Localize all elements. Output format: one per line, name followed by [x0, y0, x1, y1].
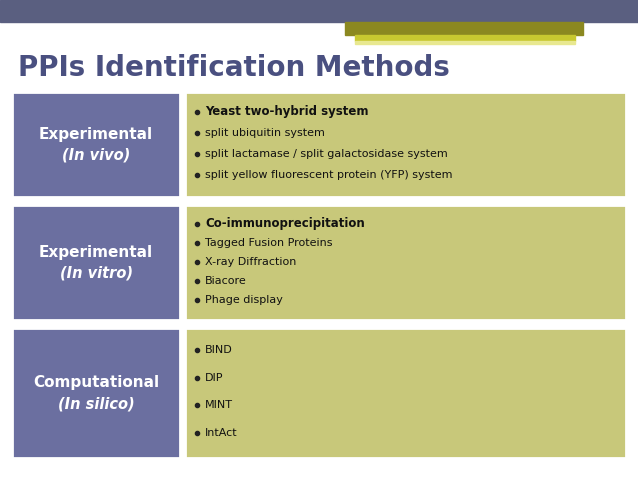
Text: DIP: DIP — [205, 373, 223, 383]
Text: (In vitro): (In vitro) — [59, 266, 133, 281]
Text: Phage display: Phage display — [205, 295, 283, 305]
Text: IntAct: IntAct — [205, 428, 237, 438]
Text: Tagged Fusion Proteins: Tagged Fusion Proteins — [205, 238, 332, 248]
Text: Experimental: Experimental — [39, 245, 153, 260]
Text: BIND: BIND — [205, 345, 233, 355]
Bar — [355, 41, 575, 44]
Text: split yellow fluorescent protein (YFP) system: split yellow fluorescent protein (YFP) s… — [205, 171, 452, 180]
Bar — [345, 22, 583, 35]
Text: MINT: MINT — [205, 400, 233, 411]
Text: PPIs Identification Methods: PPIs Identification Methods — [18, 54, 450, 82]
Text: X-ray Diffraction: X-ray Diffraction — [205, 257, 297, 266]
Bar — [0, 0, 638, 22]
Text: Co-immunoprecipitation: Co-immunoprecipitation — [205, 217, 365, 230]
Text: (In silico): (In silico) — [57, 397, 135, 411]
Bar — [355, 35, 575, 41]
Text: split ubiquitin system: split ubiquitin system — [205, 128, 325, 138]
Text: Yeast two-hybrid system: Yeast two-hybrid system — [205, 105, 369, 118]
Bar — [185, 328, 626, 458]
Text: split lactamase / split galactosidase system: split lactamase / split galactosidase sy… — [205, 149, 448, 159]
Text: Computational: Computational — [33, 376, 159, 390]
Bar — [12, 328, 180, 458]
Bar — [12, 92, 180, 197]
Bar — [185, 205, 626, 320]
Bar — [185, 92, 626, 197]
Text: (In vivo): (In vivo) — [62, 148, 130, 163]
Bar — [12, 205, 180, 320]
Text: Biacore: Biacore — [205, 275, 247, 285]
Text: Experimental: Experimental — [39, 127, 153, 142]
